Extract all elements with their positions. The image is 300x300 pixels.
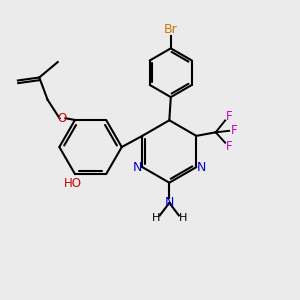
Text: H: H xyxy=(178,213,187,224)
Text: HO: HO xyxy=(64,177,82,190)
Text: F: F xyxy=(225,140,232,153)
Text: F: F xyxy=(231,124,237,137)
Text: N: N xyxy=(165,196,174,209)
Text: F: F xyxy=(225,110,232,123)
Text: O: O xyxy=(58,112,67,125)
Text: N: N xyxy=(196,160,206,174)
Text: H: H xyxy=(152,213,160,224)
Text: Br: Br xyxy=(164,23,178,36)
Text: N: N xyxy=(133,160,142,174)
